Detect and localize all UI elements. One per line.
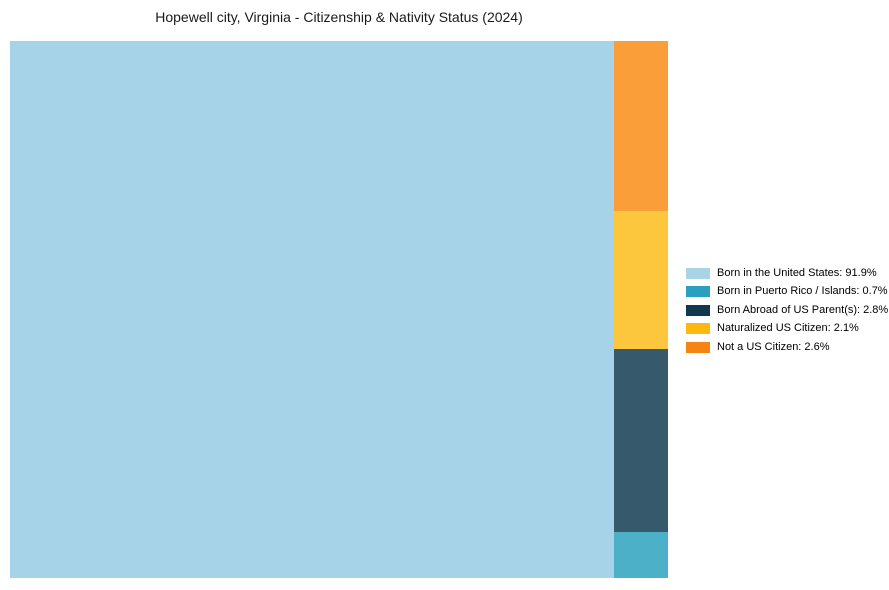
legend-swatch-icon xyxy=(686,286,710,297)
legend: Born in the United States: 91.9% Born in … xyxy=(686,266,888,359)
treemap-tile-born-in-the-united-states xyxy=(10,41,615,578)
legend-label: Born in the United States: 91.9% xyxy=(717,266,877,279)
legend-item-naturalized-us-citizen: Naturalized US Citizen: 2.1% xyxy=(686,322,888,336)
legend-label: Naturalized US Citizen: 2.1% xyxy=(717,322,859,334)
legend-label: Not a US Citizen: 2.6% xyxy=(717,340,830,353)
chart-title: Hopewell city, Virginia - Citizenship & … xyxy=(155,9,523,25)
treemap-tile-naturalized-us-citizen xyxy=(614,211,668,349)
treemap-plot xyxy=(10,41,668,578)
treemap-tile-born-abroad-of-us-parent-s xyxy=(614,348,668,533)
legend-item-not-a-us-citizen: Not a US Citizen: 2.6% xyxy=(686,340,888,354)
legend-item-born-in-puerto-rico-islands: Born in Puerto Rico / Islands: 0.7% xyxy=(686,285,888,299)
legend-swatch-icon xyxy=(686,323,710,334)
legend-item-born-abroad-of-us-parent-s: Born Abroad of US Parent(s): 2.8% xyxy=(686,303,888,317)
legend-label: Born in Puerto Rico / Islands: 0.7% xyxy=(717,285,888,297)
legend-swatch-icon xyxy=(686,304,710,316)
treemap-tile-born-in-puerto-rico-islands xyxy=(614,532,668,578)
legend-item-born-in-the-united-states: Born in the United States: 91.9% xyxy=(686,266,888,280)
legend-label: Born Abroad of US Parent(s): 2.8% xyxy=(717,303,889,316)
legend-swatch-icon xyxy=(686,341,710,353)
legend-swatch-icon xyxy=(686,267,710,279)
treemap-tile-not-a-us-citizen xyxy=(614,41,668,212)
